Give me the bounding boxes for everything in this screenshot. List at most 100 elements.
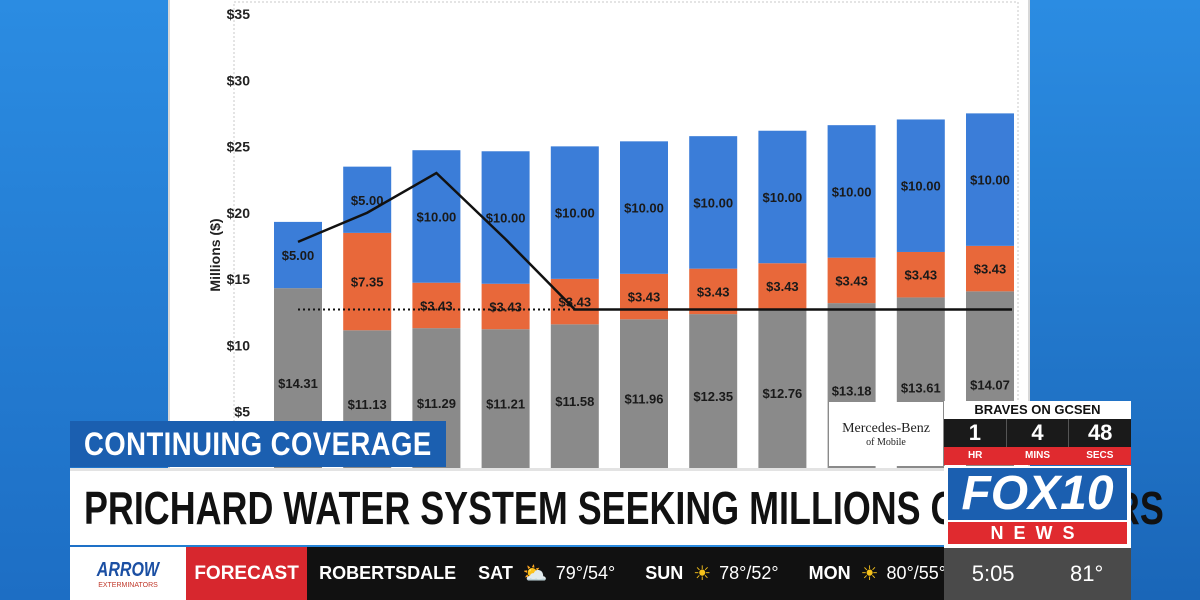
bar-value-label: $10.00 — [624, 201, 664, 216]
bar-segment — [274, 221, 322, 289]
bar-segment — [896, 119, 945, 252]
bar-value-label: $10.00 — [763, 190, 803, 205]
bar-value-label: $10.00 — [417, 209, 457, 224]
bar-value-label: $11.96 — [624, 392, 663, 407]
bar-value-label: $3.43 — [766, 279, 799, 294]
day-label: SAT — [478, 563, 513, 583]
bar-segment — [343, 232, 392, 331]
bar-segment — [550, 324, 599, 470]
bar-value-label: $13.18 — [832, 383, 872, 398]
bar-value-label: $3.43 — [905, 268, 938, 283]
day-temp: 79°/54° — [555, 563, 616, 583]
bar-value-label: $13.61 — [901, 381, 941, 396]
bar-segment — [620, 273, 668, 320]
headline-bar: PRICHARD WATER SYSTEM SEEKING MILLIONS O… — [70, 468, 1164, 545]
y-tick-label: $15 — [227, 271, 251, 287]
y-tick-label: $30 — [227, 72, 251, 88]
bar-segment — [689, 136, 738, 269]
bar-value-label: $7.35 — [351, 275, 384, 290]
unit-hr: HR — [967, 450, 983, 461]
y-tick-label: $20 — [227, 205, 251, 221]
bar-segment — [758, 130, 807, 264]
bar-value-label: $3.43 — [489, 299, 522, 314]
location-label: ROBERTSDALE — [319, 563, 457, 583]
y-tick-label: $10 — [227, 337, 251, 353]
bar-segment — [481, 151, 530, 284]
time-temp-box: 5:05 81° — [944, 548, 1131, 600]
sun-icon: ☀ — [693, 563, 712, 585]
bar-segment — [481, 329, 530, 470]
sponsor-sub: EXTERMINATORS — [98, 581, 158, 589]
solid-trend-line — [297, 171, 1012, 311]
bar-segment — [481, 283, 530, 330]
forecast-day-mon: MON ☀ 80°/55° — [809, 547, 946, 600]
countdown-clock: BRAVES ON GCSEN 1 4 48 HR MINS SECS — [944, 401, 1131, 465]
bar-value-label: $3.43 — [974, 262, 1007, 277]
bar-value-label: $10.00 — [901, 179, 941, 194]
bar-value-label: $12.35 — [693, 389, 733, 404]
forecast-day-sun: SUN ☀ 78°/52° — [645, 547, 778, 600]
bar-segment — [550, 278, 599, 325]
arrow-sponsor-logo: ARROW EXTERMINATORS — [70, 547, 187, 600]
y-tick-label: $25 — [227, 139, 251, 155]
bar-segment — [620, 141, 668, 274]
plot-border — [233, 1, 1019, 470]
bar-value-label: $10.00 — [693, 195, 733, 210]
y-tick-label: $5 — [234, 404, 250, 420]
bar-value-label: $3.43 — [697, 284, 730, 299]
fox10-news-logo: FOX10 NEWS — [944, 466, 1131, 548]
bar-segment — [966, 113, 1014, 246]
bar-value-label: $10.00 — [486, 211, 526, 226]
station-sub: NEWS — [948, 522, 1127, 544]
bar-value-label: $11.29 — [417, 396, 456, 411]
stacked-bar-chart: $5 $10 $15 $20 $25 $30 $35 Millions ($) $14.31 $5… — [207, 1, 1019, 470]
bar-value-label: $10.00 — [555, 206, 595, 221]
bar-segment — [620, 319, 668, 470]
bar-value-label: $11.13 — [348, 397, 387, 412]
bar-segment — [758, 308, 807, 470]
bar-segment — [827, 257, 876, 304]
weather-ticker: ARROW EXTERMINATORS FORECAST ROBERTSDALE… — [70, 547, 946, 600]
forecast-day-sat: SAT ⛅ 79°/54° — [478, 547, 615, 600]
bar-segment — [343, 166, 392, 233]
countdown-title: BRAVES ON GCSEN — [944, 401, 1131, 419]
bar-value-label: $3.43 — [559, 295, 592, 310]
chart-card: $5 $10 $15 $20 $25 $30 $35 Millions ($) $14.31 $5… — [168, 0, 1030, 470]
day-temp: 78°/52° — [719, 563, 779, 583]
day-temp: 80°/55° — [886, 563, 946, 583]
clock-time: 5:05 — [971, 561, 1015, 586]
bar-value-label: $14.07 — [970, 378, 1010, 393]
bar-segment — [689, 268, 738, 315]
bar-segment — [412, 282, 461, 329]
bar-value-label: $3.43 — [420, 298, 453, 313]
countdown-hours: 1 — [944, 419, 1007, 447]
bar-value-label: $11.21 — [486, 396, 525, 411]
bar-segment — [758, 263, 807, 309]
bar-value-label: $10.00 — [970, 173, 1010, 188]
bar-value-label: $10.00 — [832, 184, 872, 199]
bar-value-label: $11.58 — [555, 394, 594, 409]
banner-label: CONTINUING COVERAGE — [84, 425, 432, 462]
bar-value-label: $5.00 — [351, 193, 384, 208]
mercedes-benz-sponsor: Mercedes-Benz of Mobile — [829, 402, 943, 466]
bar-segment — [966, 245, 1014, 292]
day-label: MON — [808, 563, 851, 583]
ticker-location: ROBERTSDALE — [319, 547, 456, 600]
bar-segment — [689, 314, 738, 470]
current-temp: 81° — [1069, 561, 1104, 586]
station-name: FOX10 — [948, 468, 1127, 520]
sponsor-name: ARROW — [96, 558, 160, 581]
bar-segment — [550, 146, 599, 279]
continuing-coverage-banner: CONTINUING COVERAGE — [70, 421, 446, 467]
partly-cloudy-icon: ⛅ — [522, 563, 548, 585]
day-label: SUN — [645, 563, 684, 583]
sponsor-box-name: Mercedes-Benz — [842, 420, 930, 436]
y-axis-label: Millions ($) — [207, 218, 223, 291]
bar-value-label: $12.76 — [763, 386, 803, 401]
unit-mins: MINS — [1024, 450, 1050, 461]
sun-icon: ☀ — [860, 563, 879, 585]
bar-value-label: $3.43 — [628, 290, 661, 305]
bar-segment — [896, 251, 945, 298]
y-tick-label: $35 — [227, 6, 251, 22]
bar-value-label: $14.31 — [278, 376, 318, 391]
